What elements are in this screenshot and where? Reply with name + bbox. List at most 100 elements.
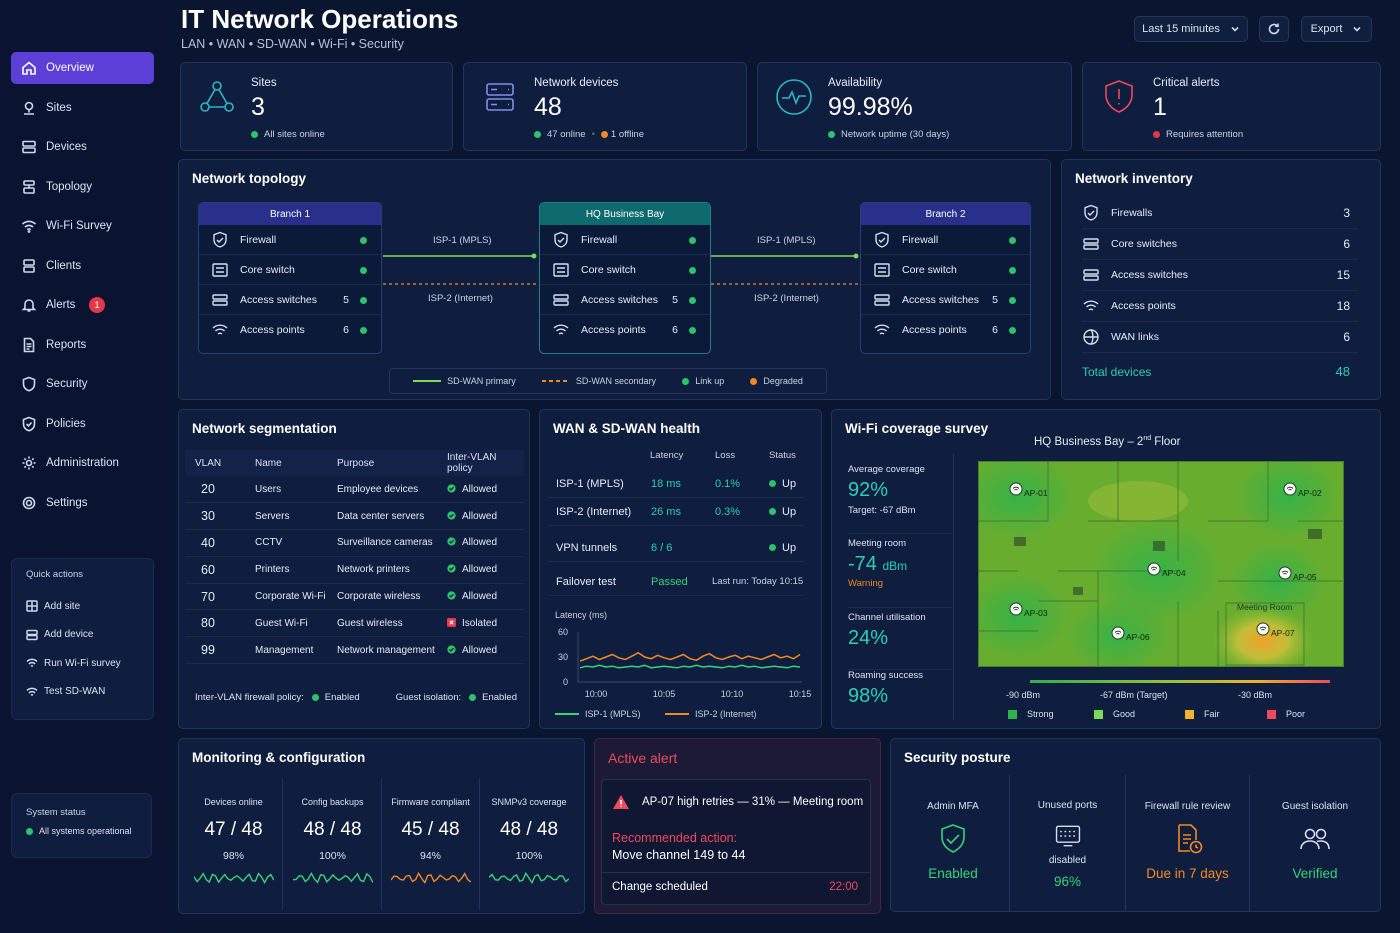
security-admin-mfa[interactable]: Admin MFA Enabled [897,775,1010,911]
sidebar-item-topology[interactable]: Topology [11,171,154,203]
series-line-isp2 [579,651,801,662]
sidebar-item-administration[interactable]: Administration [11,447,154,479]
sidebar-item-wifi-survey[interactable]: Wi-Fi Survey [11,210,154,242]
inventory-row-core-switches[interactable]: Core switches 6 [1082,229,1358,260]
sidebar-item-security[interactable]: Security [11,368,154,400]
ap-label: AP-07 [1271,628,1295,638]
table-row[interactable]: 99 Management Network management Allowed [185,636,524,665]
scale-target: -67 dBm (Target) [1100,690,1168,700]
access-point-marker[interactable]: AP-07 [1256,622,1295,638]
switch-icon [1083,238,1099,250]
monitoring-metric[interactable]: Devices online 47 / 48 98% [185,779,283,909]
sidebar-item-policies[interactable]: Policies [11,408,154,440]
vlan-policy: Allowed [462,483,498,495]
quick-action-add-device[interactable]: Add device [26,621,139,650]
quick-action-test-sd-wan[interactable]: Test SD-WAN [26,678,139,707]
inventory-row-access-points[interactable]: Access points 18 [1082,291,1358,322]
document-clock-icon [1177,824,1202,854]
access-point-marker[interactable]: AP-02 [1283,482,1322,498]
access-point-marker[interactable]: AP-05 [1278,566,1317,582]
kpi-sub: All sites online [264,129,325,140]
kpi-availability-card[interactable]: Availability 99.98% Network uptime (30 d… [757,62,1072,151]
col-vlan: VLAN [185,450,245,476]
vlan-policy: Isolated [462,617,498,629]
monitoring-metric[interactable]: SNMPv3 coverage 48 / 48 100% [480,779,578,909]
col-purpose: Purpose [327,450,437,476]
security-guest-isolation[interactable]: Guest isolation Verified [1281,801,1349,881]
quick-action-run-wifi-survey[interactable]: Run Wi-Fi survey [26,649,139,678]
kpi-label: Availability [828,77,883,89]
shield-check-icon [941,824,965,853]
table-row[interactable]: 60 Printers Network printers Allowed [185,556,524,584]
wifi-icon [1259,626,1267,631]
wifi-stat-channel: Channel utilisation 24% [848,612,954,670]
add-device-icon [26,629,38,640]
time-range-select[interactable]: Last 15 minutes [1134,16,1248,42]
topology-node-hq[interactable]: HQ Business Bay Firewall Core switch Acc… [539,202,711,354]
network-segmentation-card: Network segmentation VLAN Name Purpose I… [178,409,530,729]
access-point-marker[interactable]: AP-06 [1111,626,1150,642]
sidebar-item-devices[interactable]: Devices [11,131,154,163]
topology-legend: SD-WAN primary SD-WAN secondary Link up … [389,368,827,394]
wifi-stat-meeting-room: Meeting room -74 dBm Warning [848,538,954,608]
refresh-icon [1268,23,1280,35]
monitoring-metric[interactable]: Firmware compliant 45 / 48 94% [382,779,480,909]
latency-chart: 60 30 0 10:00 10:05 10:10 10:15 ISP-1 (MPLS) ISP… [555,627,811,719]
table-row[interactable]: 70 Corporate Wi-Fi Corporate wireless Al… [185,583,524,611]
alert-sched-time: 22:00 [829,881,858,893]
sidebar-item-clients[interactable]: Clients [11,250,154,282]
wan-row-failover[interactable]: Failover test Passed Last run: Today 10:15 [548,568,804,596]
wifi-icon [1150,566,1158,571]
wifi-stat-roaming: Roaming success 98% [848,670,923,707]
wifi-icon [874,324,890,335]
sidebar-item-sites[interactable]: Sites [11,92,154,124]
table-row[interactable]: 30 Servers Data center servers Allowed [185,502,524,531]
sidebar-item-alerts[interactable]: Alerts 1 [11,289,154,321]
vlan-id: 70 [185,583,245,611]
inventory-row-firewalls[interactable]: Firewalls 3 [1082,198,1358,229]
legend-label: ISP-1 (MPLS) [585,709,641,719]
access-point-marker[interactable]: AP-03 [1009,602,1048,618]
access-point-marker[interactable]: AP-01 [1009,482,1048,498]
table-row[interactable]: 20 Users Employee devices Allowed [185,476,524,504]
inventory-row-wan-links[interactable]: WAN links 6 [1082,322,1358,353]
kpi-critical-alerts-card[interactable]: Critical alerts 1 Requires attention [1082,62,1381,151]
access-point-marker[interactable]: AP-04 [1147,562,1186,578]
kpi-devices-card[interactable]: Network devices 48 47 online • 1 offline [463,62,747,151]
ap-label: AP-04 [1162,568,1186,578]
sidebar-item-settings[interactable]: Settings [11,487,154,519]
quick-action-add-site[interactable]: Add site [26,592,139,621]
table-row[interactable]: 80 Guest Wi-Fi Guest wireless Isolated [185,609,524,638]
wan-row-isp1[interactable]: ISP-1 (MPLS) 18 ms 0.1% Up [548,470,804,498]
alert-message: AP-07 high retries — 31% — Meeting room [642,796,864,808]
page-subtitle: LAN • WAN • SD-WAN • Wi-Fi • Security [181,37,404,51]
col-latency: Latency [650,450,684,461]
sidebar-item-overview[interactable]: Overview [11,52,154,84]
topology-node-branch-2[interactable]: Branch 2 Firewall Core switch Access swi… [860,202,1031,354]
vlan-purpose: Guest wireless [327,609,437,638]
export-button[interactable]: Export [1301,16,1372,42]
kpi-sites-card[interactable]: Sites 3 All sites online [180,62,453,151]
monitoring-metric[interactable]: Config backups 48 / 48 100% [284,779,382,909]
sidebar-item-reports[interactable]: Reports [11,329,154,361]
network-inventory-card: Network inventory Firewalls 3 Core switch… [1061,159,1381,400]
sidebar: Overview Sites Devices Topology Wi-Fi Su… [0,0,166,933]
policy-icon [20,415,38,433]
quick-actions-panel: Quick actions Add site Add device Run Wi… [11,558,154,720]
check-circle-icon [447,564,456,573]
sparkline [193,872,274,885]
topology-node-branch-1[interactable]: Branch 1 Firewall Core switch Access swi… [198,202,382,354]
topology-links [383,253,859,285]
refresh-button[interactable] [1259,16,1289,42]
vlan-id: 30 [185,502,245,531]
security-unused-ports[interactable]: Unused ports disabled 96% [1010,775,1126,911]
pulse-icon [774,77,814,117]
security-firewall-review[interactable]: Firewall rule review Due in 7 days [1126,775,1250,911]
vlan-policy: Allowed [462,644,498,656]
vlan-purpose: Network printers [327,556,437,584]
wan-row-vpn[interactable]: VPN tunnels 6 / 6 Up [548,534,804,562]
wan-row-isp2[interactable]: ISP-2 (Internet) 26 ms 0.3% Up [548,498,804,526]
inventory-row-access-switches[interactable]: Access switches 15 [1082,260,1358,291]
alert-box[interactable]: AP-07 high retries — 31% — Meeting room … [601,779,871,905]
table-row[interactable]: 40 CCTV Surveillance cameras Allowed [185,529,524,557]
